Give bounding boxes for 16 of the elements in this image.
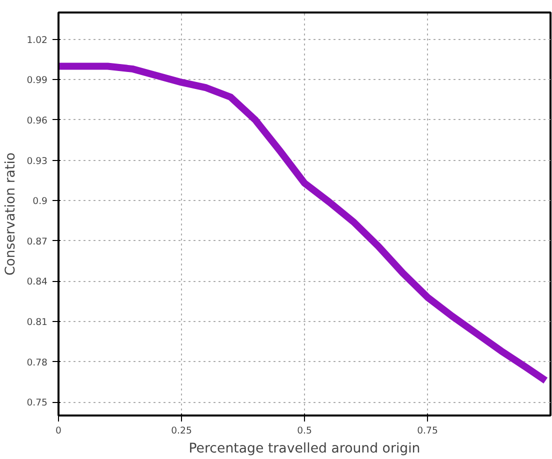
x-tick-label: 0.5 <box>297 426 312 436</box>
x-tick-label: 0.75 <box>417 426 438 436</box>
y-tick-label: 0.75 <box>26 398 48 409</box>
x-tick-label: 0.25 <box>171 426 192 436</box>
y-tick-label: 0.87 <box>26 236 48 248</box>
y-tick-label: 0.99 <box>26 75 48 86</box>
y-axis-title: Conservation ratio <box>4 152 19 276</box>
x-axis-title: Percentage travelled around origin <box>188 442 420 456</box>
x-tick-label: 0 <box>56 426 62 436</box>
y-tick-label: 0.9 <box>32 196 48 208</box>
y-tick-label: 0.78 <box>26 357 48 368</box>
y-tick-label: 0.81 <box>26 316 48 328</box>
y-tick-label: 0.96 <box>26 115 48 126</box>
y-tick-label: 1.02 <box>26 34 48 46</box>
y-tick-label: 0.93 <box>26 156 48 167</box>
y-tick-label: 0.84 <box>26 276 48 288</box>
